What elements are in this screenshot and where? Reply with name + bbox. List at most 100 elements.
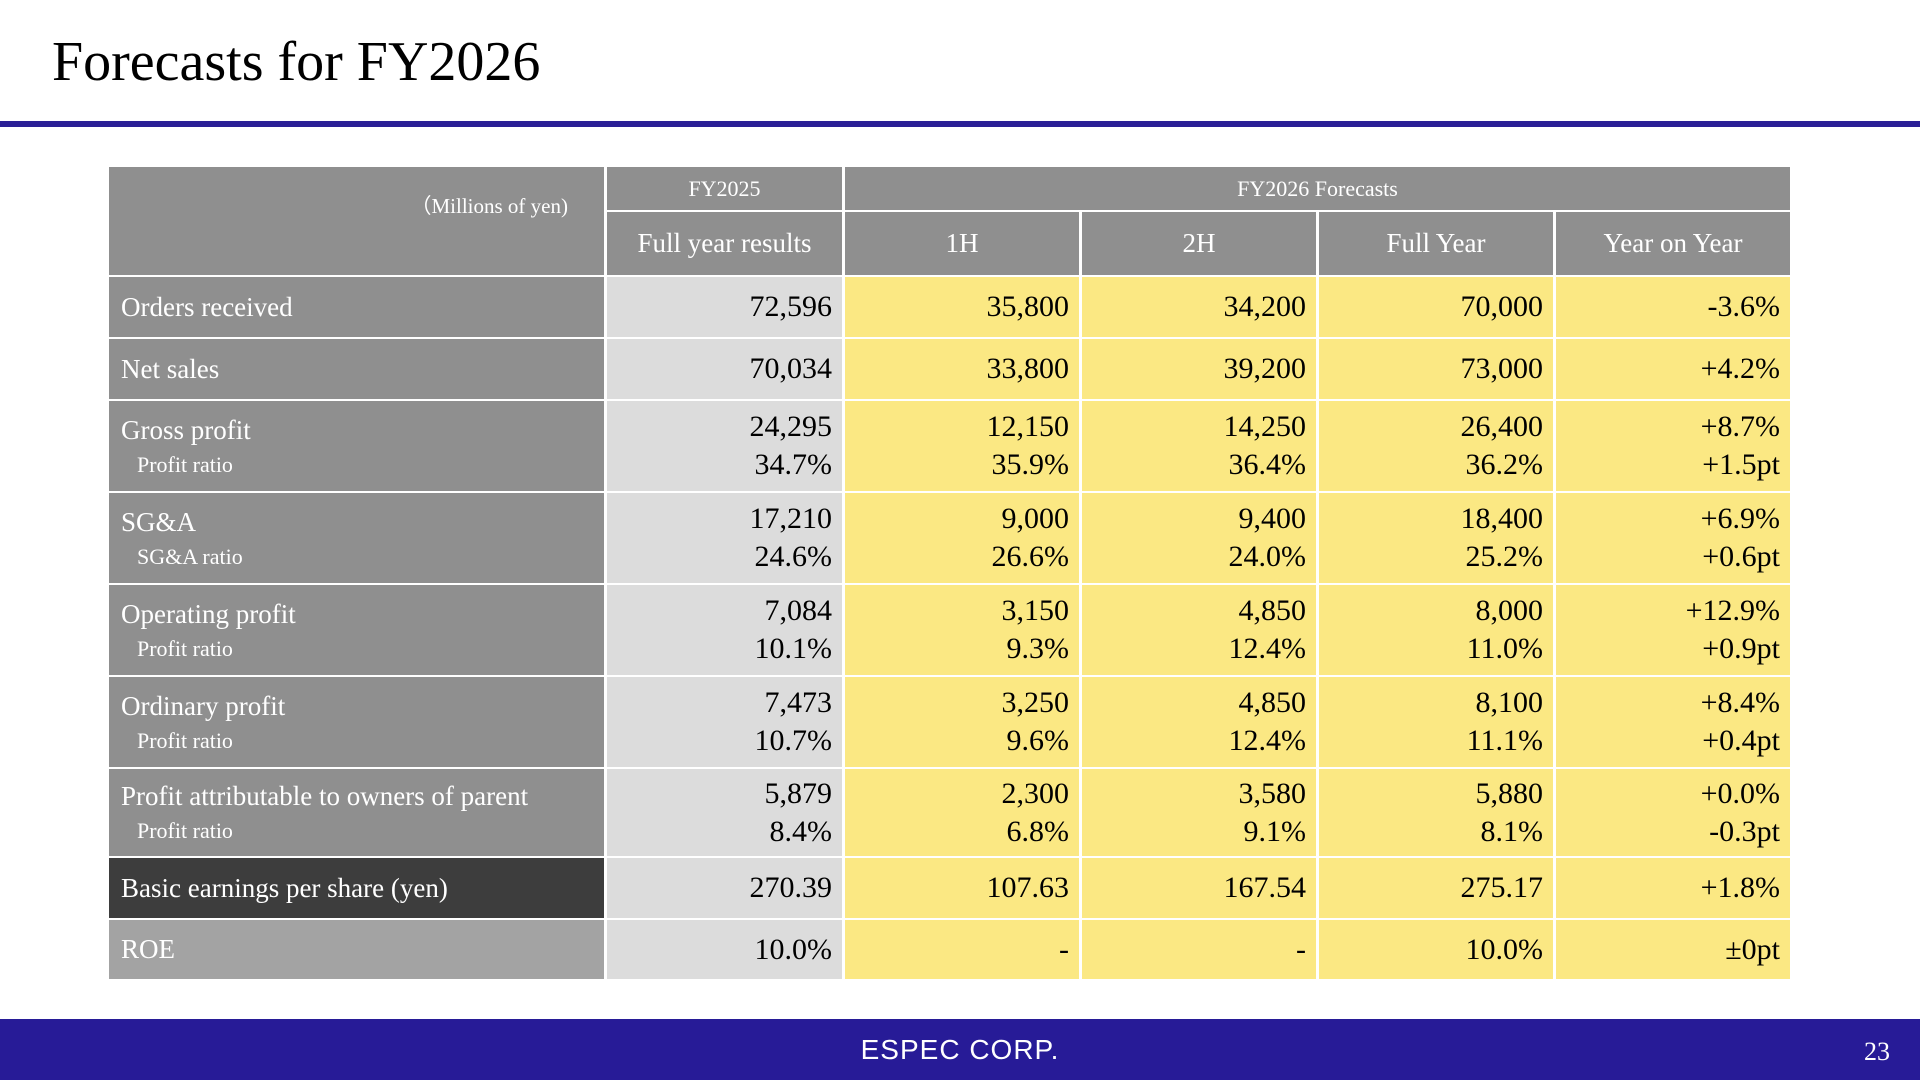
value-cell: +8.4% +0.4pt: [1556, 677, 1790, 767]
value-cell: 26,400 36.2%: [1319, 401, 1553, 491]
row-sublabel-text: Profit ratio: [137, 451, 233, 477]
row-label: Profit attributable to owners of parent …: [109, 769, 604, 856]
value-cell: 3,250 9.6%: [845, 677, 1079, 767]
value: 8,000: [1475, 594, 1544, 627]
row-label-text: Gross profit: [121, 414, 251, 445]
value: 2,300: [1001, 776, 1070, 810]
sub-value: 11.1%: [1466, 724, 1543, 757]
value: 4,850: [1238, 686, 1307, 719]
title-divider: [0, 121, 1920, 127]
row-label-text: ROE: [121, 934, 175, 964]
value-cell: 8,100 11.1%: [1319, 677, 1553, 767]
row-label: Orders received: [109, 277, 604, 337]
value-cell: 9,400 24.0%: [1082, 493, 1316, 583]
unit-note-cell: （Millions of yen): [109, 167, 604, 275]
row-label: ROE: [109, 920, 604, 979]
value-cell: 70,034: [607, 339, 842, 399]
value-cell: 9,000 26.6%: [845, 493, 1079, 583]
value: 17,210: [749, 502, 833, 535]
sub-value: +1.5pt: [1702, 448, 1780, 481]
sub-value: 36.2%: [1465, 448, 1544, 481]
sub-value: 9.3%: [1006, 632, 1070, 665]
value-cell: -: [1082, 920, 1316, 979]
page-number: 23: [1864, 1037, 1890, 1066]
value-cell: 39,200: [1082, 339, 1316, 399]
column-header: Year on Year: [1556, 212, 1790, 275]
footer-bar: ESPEC CORP. 23: [0, 1019, 1920, 1080]
value: 3,580: [1238, 776, 1307, 810]
sub-value: 6.8%: [1006, 814, 1070, 848]
table-row: Ordinary profit Profit ratio 7,473 10.7% …: [109, 677, 1790, 767]
value-cell: 3,580 9.1%: [1082, 769, 1316, 856]
value-cell: +0.0% -0.3pt: [1556, 769, 1790, 856]
sub-value: 9.6%: [1006, 724, 1070, 757]
column-header: 2H: [1082, 212, 1316, 275]
value-cell: +4.2%: [1556, 339, 1790, 399]
sub-value: 8.1%: [1480, 814, 1544, 848]
row-label-text: Net sales: [121, 353, 220, 384]
value-cell: 10.0%: [1319, 920, 1553, 979]
value: 24,295: [749, 410, 833, 443]
value: 9,400: [1238, 502, 1307, 535]
value-cell: +12.9% +0.9pt: [1556, 585, 1790, 675]
value-cell: 24,295 34.7%: [607, 401, 842, 491]
value-cell: 107.63: [845, 858, 1079, 918]
value-cell: 72,596: [607, 277, 842, 337]
value: 7,084: [764, 594, 833, 627]
value-cell: 70,000: [1319, 277, 1553, 337]
row-label-text: Basic earnings per share (yen): [121, 872, 448, 903]
unit-note: （Millions of yen): [410, 194, 569, 218]
sub-value: 24.0%: [1228, 540, 1307, 573]
value-cell: -3.6%: [1556, 277, 1790, 337]
value-cell: 33,800: [845, 339, 1079, 399]
table-row: Orders received 72,596 35,800 34,200 70,…: [109, 277, 1790, 337]
row-label-text: Operating profit: [121, 598, 296, 629]
row-label: Net sales: [109, 339, 604, 399]
row-label: SG&A SG&A ratio: [109, 493, 604, 583]
row-sublabel-text: Profit ratio: [137, 635, 233, 661]
column-header: Full Year: [1319, 212, 1553, 275]
value-cell: 7,084 10.1%: [607, 585, 842, 675]
sub-value: 36.4%: [1228, 448, 1307, 481]
group-header-row: （Millions of yen) FY2025 FY2026 Forecast…: [109, 167, 1790, 275]
value: 8,100: [1475, 686, 1544, 719]
value-cell: 73,000: [1319, 339, 1553, 399]
row-label-text: Orders received: [121, 291, 293, 322]
table-row: Gross profit Profit ratio 24,295 34.7% 12…: [109, 401, 1790, 491]
row-label-text: Ordinary profit: [121, 690, 286, 721]
sub-value: 8.4%: [769, 814, 833, 848]
value-cell: 7,473 10.7%: [607, 677, 842, 767]
table-row: Profit attributable to owners of parent …: [109, 769, 1790, 856]
company-name: ESPEC CORP.: [860, 1034, 1060, 1065]
sub-value: 25.2%: [1465, 540, 1544, 573]
value-cell: 17,210 24.6%: [607, 493, 842, 583]
value: +8.4%: [1700, 686, 1780, 719]
value: +12.9%: [1685, 594, 1780, 627]
sub-value: 9.1%: [1243, 814, 1307, 848]
value-cell: 270.39: [607, 858, 842, 918]
table-row: Net sales 70,034 33,800 39,200 73,000 +4…: [109, 339, 1790, 399]
row-label: Gross profit Profit ratio: [109, 401, 604, 491]
row-sublabel-text: Profit ratio: [137, 727, 233, 753]
value-cell: 35,800: [845, 277, 1079, 337]
sub-value: 10.7%: [754, 724, 833, 757]
sub-value: 24.6%: [754, 540, 833, 573]
value: +8.7%: [1700, 410, 1780, 443]
value-cell: 167.54: [1082, 858, 1316, 918]
value: 7,473: [764, 686, 833, 719]
value: 5,880: [1475, 776, 1544, 810]
value: +0.0%: [1700, 776, 1780, 810]
value-cell: 4,850 12.4%: [1082, 585, 1316, 675]
value: 18,400: [1460, 502, 1544, 535]
slide-title: Forecasts for FY2026: [52, 31, 541, 93]
sub-value: +0.6pt: [1702, 540, 1780, 573]
value: 4,850: [1238, 594, 1307, 627]
row-label-text: SG&A: [121, 506, 197, 537]
sub-value: 26.6%: [991, 540, 1070, 573]
row-label-text: Profit attributable to owners of parent: [121, 781, 529, 811]
value: 5,879: [764, 776, 833, 810]
value-cell: 18,400 25.2%: [1319, 493, 1553, 583]
column-header: 1H: [845, 212, 1079, 275]
value-cell: 5,879 8.4%: [607, 769, 842, 856]
row-label: Ordinary profit Profit ratio: [109, 677, 604, 767]
